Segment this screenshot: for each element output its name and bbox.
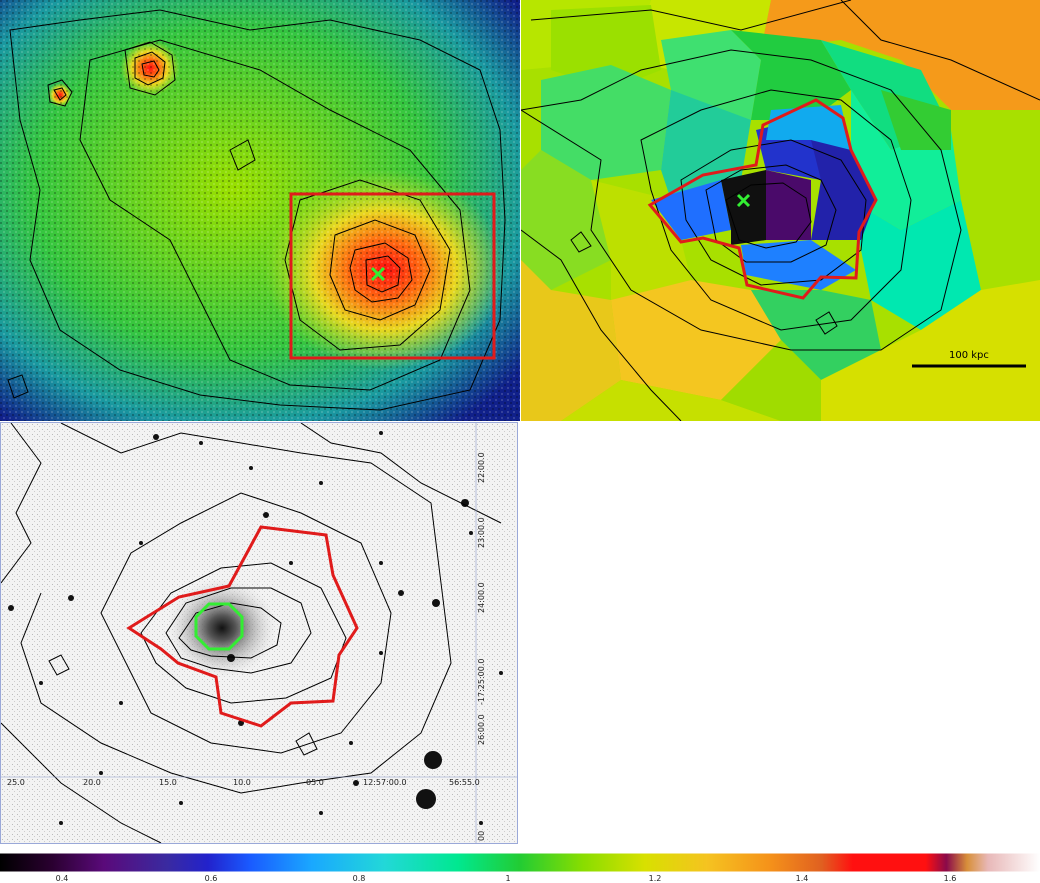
- colorbar-tick-label: 0.6: [204, 874, 218, 883]
- temperature-map-panel: 100 kpc: [521, 0, 1040, 421]
- dec-tick-label: 00: [477, 831, 486, 841]
- dec-tick-label: 23:00.0: [477, 517, 486, 548]
- scale-bar: 100 kpc: [912, 350, 1026, 368]
- colorbar-tick-label: 1.6: [943, 874, 957, 883]
- scale-bar-label: 100 kpc: [949, 350, 989, 361]
- center-marker: [370, 266, 386, 282]
- xray-image: [0, 0, 520, 421]
- colorbar-tick-label: 0.4: [55, 874, 69, 883]
- region-outline: [647, 98, 878, 300]
- ra-axis-labels: 25.0 20.0 15.0 10.0 05.0 12:57:00.0 56:5…: [7, 778, 480, 787]
- dec-tick-label: 26:00.0: [477, 714, 486, 745]
- temperature-map: 100 kpc: [521, 0, 1040, 421]
- region-box: [289, 192, 496, 360]
- region-outline: [126, 525, 359, 728]
- colorbar-tick-label: 0.8: [352, 874, 366, 883]
- central-galaxy-outline: [194, 602, 244, 651]
- ra-tick-label: 05.0: [306, 778, 324, 787]
- ra-tick-label: 12:57:00.0: [363, 778, 407, 787]
- ra-tick-label: 25.0: [7, 778, 25, 787]
- stars: [8, 431, 503, 825]
- dec-tick-label: 24:00.0: [477, 582, 486, 613]
- dec-tick-label: 22:00.0: [477, 452, 486, 483]
- optical-image: 25.0 20.0 15.0 10.0 05.0 12:57:00.0 56:5…: [1, 423, 517, 843]
- xray-image-panel: [0, 0, 520, 421]
- colorbar-tick-label: 1: [505, 874, 511, 883]
- colorbar-tick-label: 1.2: [648, 874, 662, 883]
- optical-contours: [1, 423, 502, 843]
- colorbar: [0, 853, 1040, 872]
- dec-axis-labels: 22:00.0 23:00.0 24:00.0 -17:25:00.0 26:0…: [477, 452, 486, 841]
- dec-tick-label: -17:25:00.0: [477, 659, 486, 705]
- colorbar-tick-label: 1.4: [795, 874, 809, 883]
- ra-tick-label: 10.0: [233, 778, 251, 787]
- ra-tick-label: 20.0: [83, 778, 101, 787]
- temperature-contours: [521, 0, 1040, 421]
- ra-tick-label: 15.0: [159, 778, 177, 787]
- ra-tick-label: 56:55.0: [449, 778, 480, 787]
- optical-image-panel: 25.0 20.0 15.0 10.0 05.0 12:57:00.0 56:5…: [0, 422, 518, 844]
- center-marker: [736, 193, 751, 208]
